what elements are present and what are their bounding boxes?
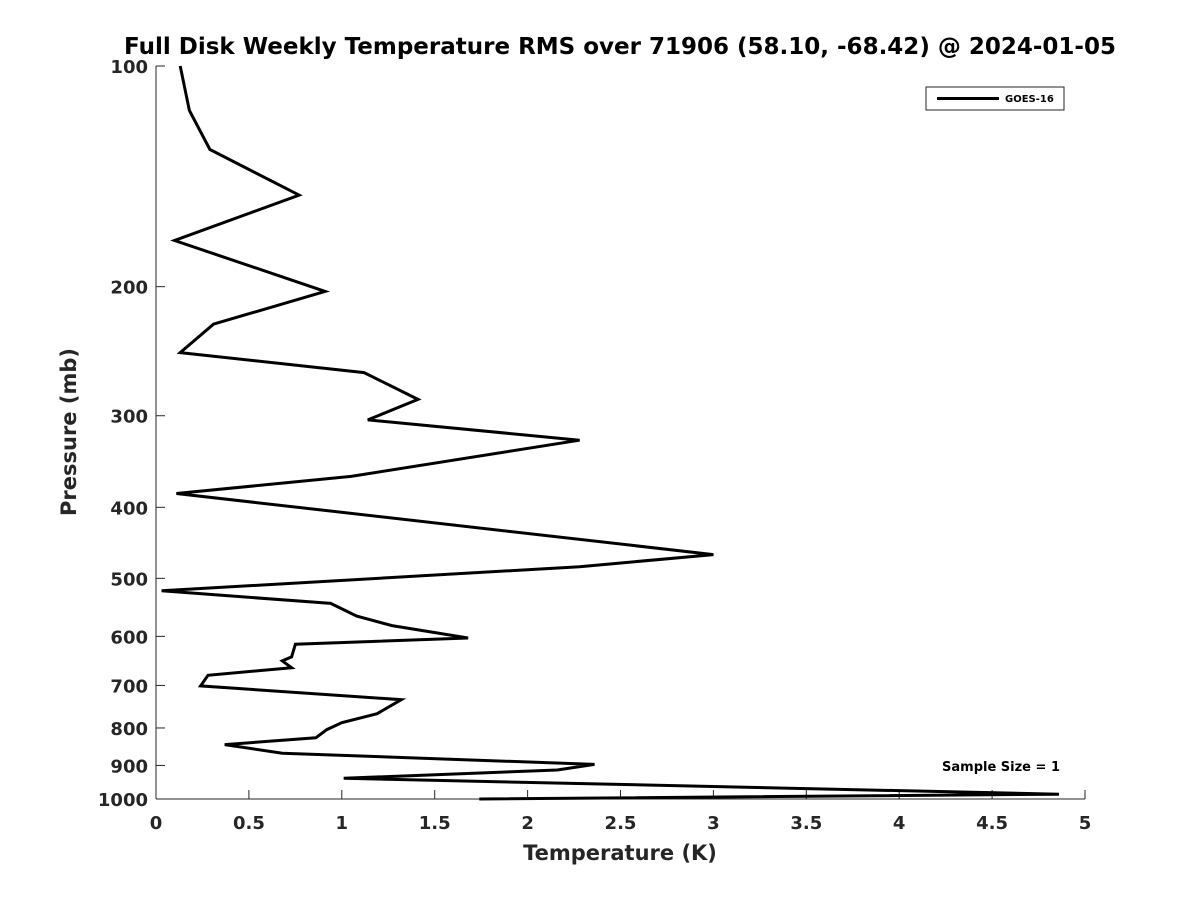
sample-size-annotation: Sample Size = 1 — [942, 760, 1060, 775]
x-tick-label: 3 — [707, 813, 720, 834]
x-tick-label: 4.5 — [976, 813, 1008, 834]
y-tick-label: 100 — [110, 57, 148, 78]
y-tick-label: 400 — [110, 498, 148, 519]
chart-title: Full Disk Weekly Temperature RMS over 71… — [124, 34, 1116, 60]
y-tick-label: 300 — [110, 407, 148, 428]
x-tick-label: 5 — [1079, 813, 1092, 834]
legend-label-goes-16: GOES-16 — [1005, 94, 1054, 105]
x-tick-label: 0 — [150, 813, 163, 834]
x-tick-label: 2 — [521, 813, 534, 834]
x-tick-label: 1.5 — [419, 813, 451, 834]
y-tick-label: 1000 — [98, 790, 148, 811]
plot-area: 0 0.5 1 1.5 2 2.5 3 3.5 4 4.5 5 100 200 300 400 500 600… — [98, 57, 1091, 834]
x-tick-label: 4 — [893, 813, 906, 834]
plot-frame — [156, 66, 1085, 799]
legend: GOES-16 — [926, 87, 1064, 110]
x-axis-label: Temperature (K) — [523, 841, 717, 865]
y-tick-label: 700 — [110, 676, 148, 697]
y-tick-label: 900 — [110, 756, 148, 777]
x-tick-label: 2.5 — [605, 813, 637, 834]
y-axis-label: Pressure (mb) — [57, 348, 81, 516]
y-tick-label: 800 — [110, 719, 148, 740]
y-tick-label: 500 — [110, 569, 148, 590]
x-tick-label: 3.5 — [790, 813, 822, 834]
y-tick-label: 600 — [110, 627, 148, 648]
x-tick-label: 0.5 — [233, 813, 265, 834]
y-tick-label: 200 — [110, 278, 148, 299]
x-tick-label: 1 — [336, 813, 349, 834]
